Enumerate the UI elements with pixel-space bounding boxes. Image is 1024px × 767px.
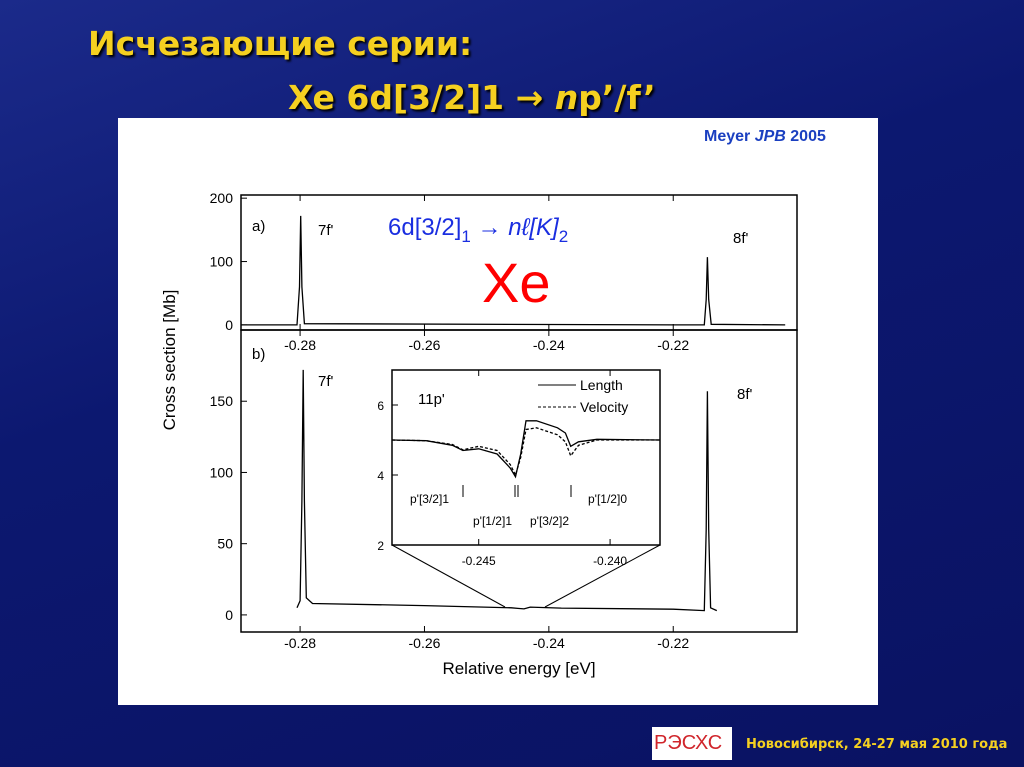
x-tick-label: -0.24 xyxy=(533,337,565,353)
transition-sub2: 2 xyxy=(559,227,568,246)
y-tick-label: 100 xyxy=(210,254,234,270)
x-tick-label: -0.24 xyxy=(533,635,565,651)
x-tick-label: -0.22 xyxy=(657,635,689,651)
annotation-7f-a: 7f' xyxy=(318,222,334,239)
series-line-panel-0 xyxy=(241,215,786,326)
ref-journal: JPB xyxy=(754,128,786,145)
x-tick-label: -0.245 xyxy=(462,554,496,568)
res-4: p'[1/2]0 xyxy=(588,492,627,506)
x-tick-label: -0.26 xyxy=(409,635,441,651)
subtitle-suffix: p’/f’ xyxy=(578,78,656,117)
x-tick-label: -0.28 xyxy=(284,337,316,353)
resonance-label: p'[1/2]0 xyxy=(588,492,627,506)
y-tick-label: 150 xyxy=(210,393,234,409)
x-tick-label: -0.240 xyxy=(593,554,627,568)
annotation-7f-b: 7f' xyxy=(318,373,334,390)
x-tick-label: -0.28 xyxy=(284,635,316,651)
subtitle-prefix: Xe 6d[3/2]1 xyxy=(288,78,516,117)
transition-main: 6d[3/2] xyxy=(388,214,461,241)
ref-author: Meyer xyxy=(704,128,755,145)
panel-a-label: a) xyxy=(252,218,265,235)
legend-velocity: Velocity xyxy=(580,399,628,415)
y-tick-label: 4 xyxy=(377,469,384,483)
y-tick-label: 100 xyxy=(210,464,234,480)
y-tick-label: 200 xyxy=(210,190,234,206)
series-line-velocity xyxy=(391,427,660,477)
logo-text: РЭСХС xyxy=(654,732,723,754)
plot-frame xyxy=(240,329,798,633)
footer-text: Новосибирск, 24-27 мая 2010 года xyxy=(746,737,1008,752)
element-label: Xe xyxy=(482,251,551,314)
reference: Meyer JPB 2005 xyxy=(704,128,826,146)
res-3: p'[3/2]2 xyxy=(530,514,569,528)
y-tick-label: 50 xyxy=(217,536,233,552)
ref-year: 2005 xyxy=(785,128,826,145)
annotation-8f-b: 8f' xyxy=(737,386,753,403)
arrow-icon: → xyxy=(515,78,544,117)
transition-sub1: 1 xyxy=(461,227,470,246)
transition-K: [K] xyxy=(528,214,560,241)
resonance-label: p'[1/2]1 xyxy=(473,514,512,528)
res-2: p'[1/2]1 xyxy=(473,514,512,528)
transition-label: 6d[3/2]1 → nℓ[K]2 xyxy=(388,214,568,246)
transition-n: n xyxy=(508,214,521,241)
series-line-panel-1 xyxy=(296,369,718,612)
zoom-connector xyxy=(391,544,506,608)
annotation-8f-a: 8f' xyxy=(733,230,749,247)
resonance-label: p'[3/2]2 xyxy=(530,514,569,528)
zoom-connector xyxy=(544,544,661,608)
panel-b-label: b) xyxy=(252,346,265,363)
legend-length: Length xyxy=(580,377,623,393)
res-1: p'[3/2]1 xyxy=(410,492,449,506)
resonance-label: p'[3/2]1 xyxy=(410,492,449,506)
slide-title: Исчезающие серии: xyxy=(88,24,473,63)
inset-background xyxy=(392,370,660,545)
transition-arrow: → xyxy=(471,214,508,241)
inset-label: 11p' xyxy=(418,391,445,408)
transition-l: ℓ xyxy=(521,214,531,241)
plot-frame xyxy=(391,369,661,546)
y-tick-label: 6 xyxy=(377,399,384,413)
y-axis-label: Cross section [Mb] xyxy=(160,290,179,431)
y-tick-label: 2 xyxy=(377,539,384,553)
x-axis-label: Relative energy [eV] xyxy=(442,659,595,678)
y-tick-label: 0 xyxy=(225,607,233,623)
x-tick-label: -0.26 xyxy=(409,337,441,353)
slide-subtitle: Xe 6d[3/2]1 → np’/f’ xyxy=(288,78,656,117)
x-tick-label: -0.22 xyxy=(657,337,689,353)
subtitle-n: n xyxy=(554,78,579,117)
conference-logo: РЭСХС xyxy=(652,727,732,760)
y-tick-label: 0 xyxy=(225,317,233,333)
series-line-length xyxy=(391,420,661,479)
